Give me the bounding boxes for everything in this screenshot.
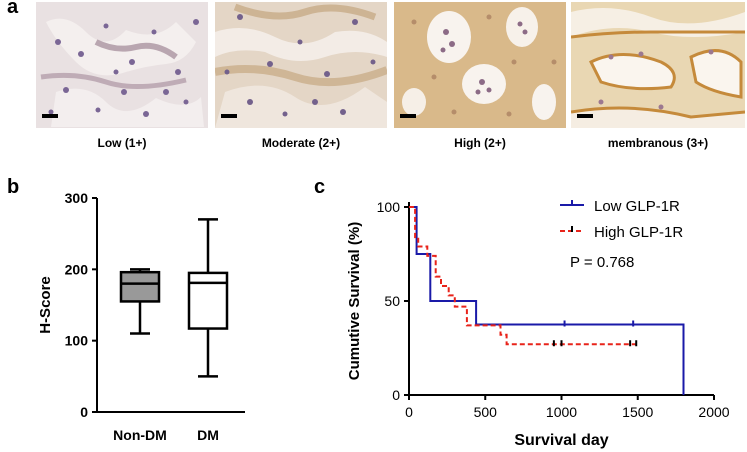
- caption-low: Low (1+): [97, 136, 147, 150]
- x-tick-label: 1000: [546, 404, 577, 420]
- x-tick-label: 0: [405, 404, 413, 420]
- y-tick-label: 100: [65, 333, 89, 349]
- y-axis-label: Cumutive Survival (%): [346, 222, 363, 380]
- series-line-low: [409, 206, 685, 395]
- caption-moderate: Moderate (2+): [261, 136, 341, 150]
- box-plot-chart: 0 100 200 300 H-Score Non-DM DM: [37, 192, 245, 443]
- y-tick-label: 100: [377, 199, 401, 215]
- x-tick-label: DM: [197, 427, 219, 443]
- p-value-annotation: P = 0.768: [570, 254, 634, 271]
- ihc-image-low: [36, 2, 208, 128]
- scale-bar: [42, 114, 58, 118]
- x-tick-label: Non-DM: [113, 427, 167, 443]
- y-tick-label: 200: [65, 261, 89, 277]
- scale-bar: [221, 114, 237, 118]
- x-tick-label: 2000: [698, 404, 729, 420]
- legend-label: Low GLP-1R: [594, 198, 680, 215]
- y-tick-label: 300: [65, 192, 89, 206]
- tissue-micrograph-moderate: [215, 2, 387, 128]
- x-axis-label: Survival day: [514, 432, 608, 449]
- ihc-image-high: [394, 2, 566, 128]
- box-non-dm: [119, 270, 161, 303]
- tissue-micrograph-low: [36, 2, 208, 128]
- x-tick-label: 500: [474, 404, 498, 420]
- tissue-micrograph-high: [394, 2, 566, 128]
- ihc-image-moderate: [215, 2, 387, 128]
- x-tick-label: 1500: [622, 404, 653, 420]
- y-tick-label: 0: [392, 387, 400, 403]
- box-dm: [187, 271, 229, 330]
- ihc-image-membranous: [571, 2, 745, 128]
- scale-bar: [577, 114, 593, 118]
- tissue-micrograph-membranous: [571, 2, 745, 128]
- panel-b-letter: b: [7, 176, 20, 198]
- y-tick-label: 0: [80, 404, 88, 420]
- panel-c-letter: c: [314, 176, 326, 198]
- scale-bar: [400, 114, 416, 118]
- caption-high: High (2+): [454, 136, 506, 150]
- legend-label: High GLP-1R: [594, 224, 683, 241]
- y-axis-label: H-Score: [37, 276, 54, 334]
- caption-membranous: membranous (3+): [607, 136, 709, 150]
- series-line-high: [409, 206, 638, 346]
- y-tick-label: 50: [384, 293, 400, 309]
- panel-a-letter: a: [7, 0, 19, 18]
